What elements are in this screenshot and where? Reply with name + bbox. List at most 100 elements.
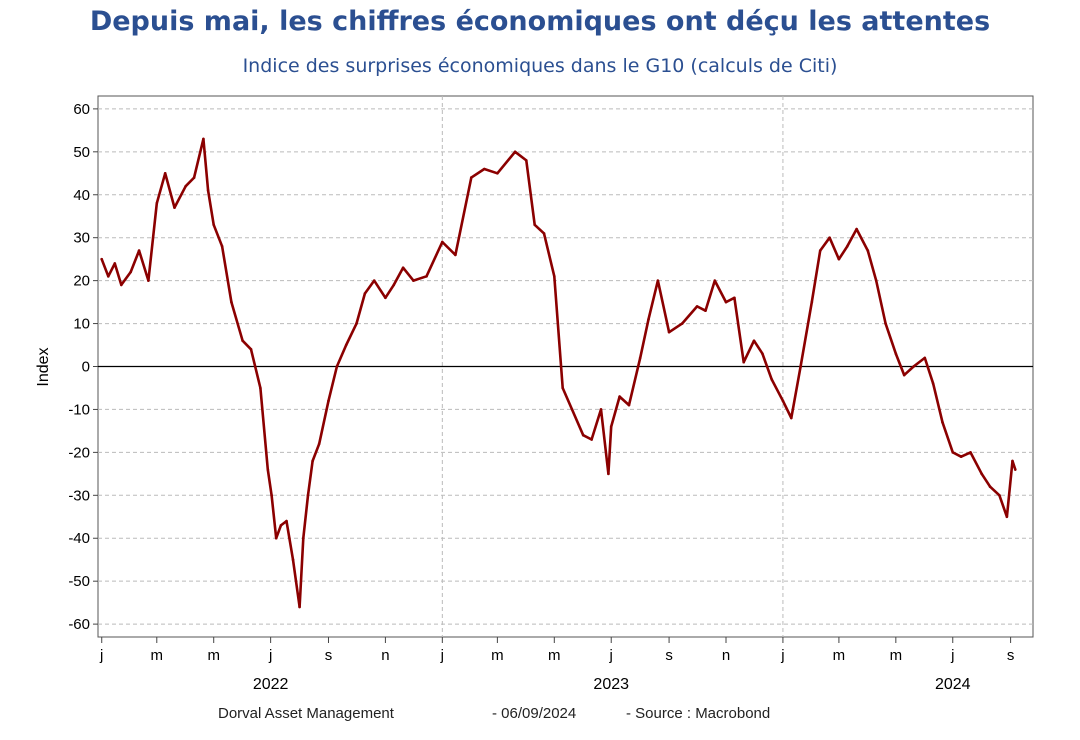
x-tick-label: j <box>440 647 444 664</box>
y-tick-label: -10 <box>68 401 90 418</box>
data-point <box>317 442 321 446</box>
data-point <box>837 257 841 261</box>
y-tick-label: -40 <box>68 530 90 547</box>
data-point <box>866 249 870 252</box>
x-year-label: 2023 <box>593 676 629 693</box>
data-point <box>618 395 621 398</box>
data-point <box>513 150 517 154</box>
footer-author: Dorval Asset Management <box>218 705 394 722</box>
x-tick-label: s <box>1007 647 1015 664</box>
y-tick-label: 10 <box>73 316 90 333</box>
data-point <box>704 309 707 312</box>
data-point <box>306 494 310 497</box>
data-point <box>894 352 898 355</box>
data-point <box>363 292 367 295</box>
chart-title: Depuis mai, les chiffres économiques ont… <box>89 6 991 37</box>
x-tick-label: j <box>99 647 103 664</box>
data-point <box>724 300 728 304</box>
data-point <box>742 360 746 364</box>
y-tick-label: 20 <box>73 273 90 290</box>
data-point <box>912 365 915 368</box>
footer-source: - Source : Macrobond <box>626 705 771 722</box>
data-point <box>680 322 684 325</box>
data-point <box>609 425 613 428</box>
y-tick-label: 60 <box>73 101 90 118</box>
data-point <box>570 408 574 411</box>
data-point <box>279 524 283 527</box>
data-point <box>392 283 396 287</box>
y-tick-label: -60 <box>68 616 90 633</box>
data-point <box>220 244 224 248</box>
data-point <box>599 408 603 411</box>
y-tick-label: 40 <box>73 187 90 204</box>
data-point <box>761 352 764 355</box>
x-tick-label: s <box>325 647 333 664</box>
data-point <box>846 244 849 248</box>
data-point <box>969 451 972 454</box>
x-tick-label: m <box>833 647 846 664</box>
data-point <box>818 249 822 252</box>
data-point <box>327 399 330 403</box>
data-point <box>790 416 793 420</box>
x-tick-label: j <box>780 647 784 664</box>
data-point <box>884 322 887 325</box>
data-point <box>998 494 1001 497</box>
x-year-label: 2022 <box>253 676 289 693</box>
data-point <box>202 137 205 141</box>
data-point <box>163 171 167 175</box>
data-point <box>590 438 593 441</box>
data-point <box>752 339 756 343</box>
data-point <box>469 176 473 179</box>
data-point <box>372 279 376 282</box>
data-point <box>525 159 528 162</box>
x-tick-label: m <box>207 647 220 664</box>
data-point <box>607 472 610 476</box>
y-tick-label: -20 <box>68 444 90 461</box>
data-point <box>951 451 955 454</box>
data-point <box>941 421 944 424</box>
data-point <box>959 455 963 458</box>
data-point <box>581 433 585 437</box>
data-point <box>733 296 736 300</box>
data-point <box>627 403 631 407</box>
data-point <box>902 373 906 377</box>
data-point <box>980 472 983 476</box>
data-point <box>384 296 387 300</box>
data-point <box>638 356 642 360</box>
data-point <box>147 279 150 282</box>
data-point <box>988 485 992 489</box>
data-point <box>799 365 802 368</box>
chart-subtitle: Indice des surprises économiques dans le… <box>242 55 838 77</box>
data-point <box>401 266 405 270</box>
data-point <box>301 536 305 540</box>
data-point <box>249 348 253 351</box>
x-tick-label: j <box>950 647 954 664</box>
y-tick-label: -30 <box>68 487 90 504</box>
data-point <box>695 305 699 308</box>
data-point <box>355 322 358 325</box>
y-tick-label: -50 <box>68 573 90 590</box>
x-tick-label: n <box>722 647 730 664</box>
data-point <box>923 356 927 360</box>
data-point <box>274 536 278 540</box>
data-point <box>483 167 486 171</box>
data-point <box>874 279 878 282</box>
data-point <box>155 202 159 205</box>
data-point <box>713 279 717 282</box>
data-point <box>496 171 499 175</box>
data-point <box>533 223 537 227</box>
data-point <box>561 386 565 390</box>
data-point <box>441 240 444 244</box>
data-point <box>113 262 117 265</box>
x-tick-label: j <box>609 647 613 664</box>
data-point <box>230 300 233 304</box>
data-point <box>270 494 273 497</box>
data-point <box>137 249 141 252</box>
x-tick-label: j <box>268 647 272 664</box>
x-tick-label: n <box>381 647 389 664</box>
x-tick-label: s <box>665 647 673 664</box>
x-year-label: 2024 <box>935 676 971 693</box>
data-point <box>931 382 935 385</box>
data-point <box>335 365 339 368</box>
x-tick-label: m <box>491 647 504 664</box>
